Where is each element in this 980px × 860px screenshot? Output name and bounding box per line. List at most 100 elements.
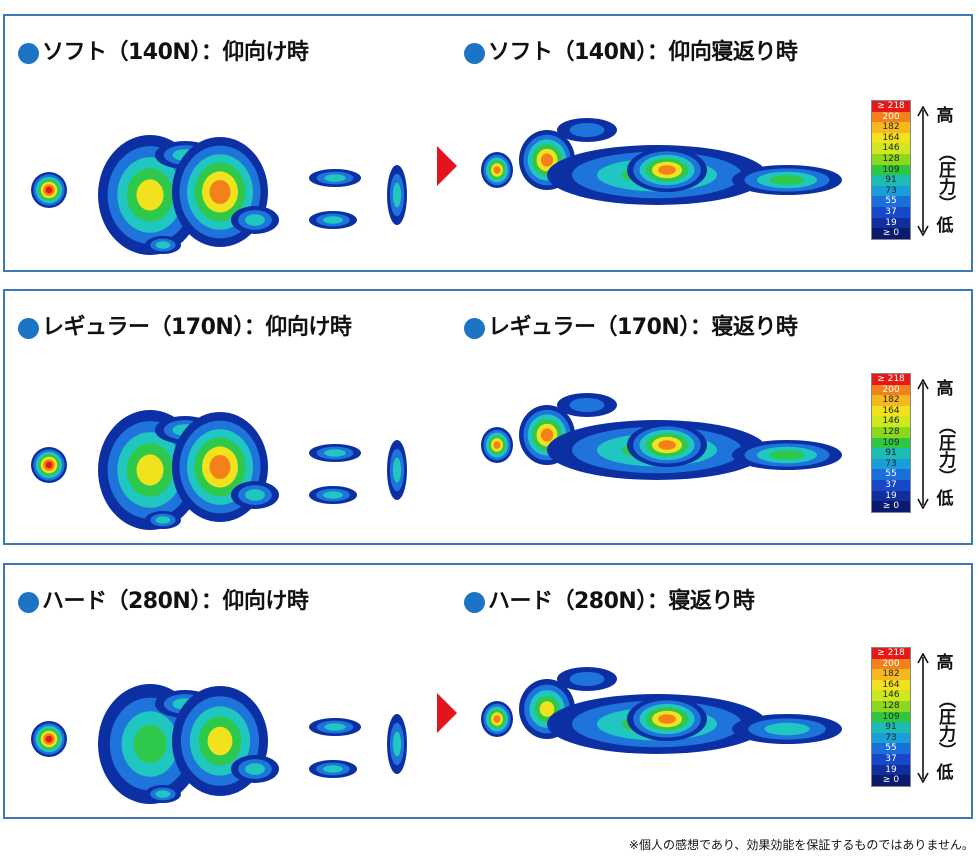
legend-step: 91 [872, 722, 910, 733]
pressure-region [392, 182, 402, 208]
legend-step: 200 [872, 111, 910, 123]
pressure-region [136, 179, 164, 211]
pressure-region [245, 489, 265, 501]
title-text: ソフト（140N）：仰向け時 [42, 40, 309, 65]
pressure-map-hard-turning [481, 667, 842, 754]
double-arrow-icon [917, 106, 929, 236]
pressure-region [392, 457, 402, 483]
title-text: ハード（280N）：仰向け時 [42, 589, 309, 614]
title-text: ソフト（140N）：仰向寝返り時 [488, 40, 798, 65]
pressure-region [493, 715, 501, 723]
title-soft-supine: ソフト（140N）：仰向け時 [18, 40, 309, 66]
pressure-region [540, 153, 554, 167]
pressure-region [323, 216, 343, 224]
pressure-region [323, 491, 343, 499]
transition-arrow-icon [437, 146, 457, 186]
pressure-region [569, 123, 605, 137]
title-hard-turning: ハード（280N）：寝返り時 [464, 589, 755, 615]
pressure-region [569, 672, 605, 686]
legend-low-label: 低 [936, 489, 954, 509]
supine-heat-shapes [31, 684, 407, 804]
supine-heat-shapes [31, 410, 407, 530]
legend-step: 182 [872, 395, 910, 406]
title-text: レギュラー（170N）：仰向け時 [42, 315, 352, 340]
turning-heat-shapes [481, 118, 842, 205]
legend-step: 109 [872, 437, 910, 449]
legend-color-scale: ≥ 218 200 182 164 146 128 109 91 73 55 37 19 ≥ 0 [871, 100, 911, 240]
legend-color-scale: ≥ 218 200 182 164 146 128 109 91 73 55 37 19 ≥ 0 [871, 373, 911, 513]
pressure-region [569, 398, 605, 412]
title-regular-turning: レギュラー（170N）：寝返り時 [464, 315, 798, 341]
pressure-region [324, 174, 346, 182]
legend-step: 37 [872, 753, 910, 765]
legend-step: 182 [872, 122, 910, 133]
pressure-region [769, 450, 805, 460]
pressure-region [136, 454, 164, 486]
bullet-icon [464, 42, 485, 64]
legend-pressure-label: （圧力） [935, 144, 955, 212]
pressure-region [207, 726, 233, 756]
pressure-map-soft-turning [481, 118, 842, 205]
legend-step: 146 [872, 143, 910, 154]
pressure-region [155, 790, 171, 798]
pressure-region [45, 461, 53, 469]
legend-step: 19 [872, 217, 910, 229]
legend-step: 200 [872, 384, 910, 396]
legend-low-label: 低 [936, 216, 954, 236]
legend-step: 146 [872, 416, 910, 427]
pressure-region [209, 455, 231, 479]
title-soft-turning: ソフト（140N）：仰向寝返り時 [464, 40, 798, 66]
pressure-region [324, 723, 346, 731]
pressure-region [392, 731, 402, 757]
title-text: レギュラー（170N）：寝返り時 [488, 315, 798, 340]
pressure-region [155, 241, 171, 249]
pressure-region [45, 186, 53, 194]
legend-step: 55 [872, 469, 910, 480]
legend-step: ≥ 0 [872, 501, 910, 512]
legend-step: 109 [872, 164, 910, 176]
legend-step: 128 [872, 426, 910, 438]
legend-step: 200 [872, 658, 910, 670]
pressure-region [658, 440, 676, 450]
turning-heat-shapes [481, 393, 842, 480]
pressure-region [493, 166, 501, 174]
pressure-region [540, 428, 554, 442]
title-text: ハード（280N）：寝返り時 [488, 589, 755, 614]
pressure-region [493, 441, 501, 449]
pressure-region [245, 763, 265, 775]
legend-step: 73 [872, 732, 910, 744]
legend-step: 146 [872, 690, 910, 701]
legend-high-label: 高 [936, 653, 954, 673]
legend-step: 128 [872, 700, 910, 712]
pressure-map-regular-turning [481, 393, 842, 480]
legend-step: ≥ 0 [872, 228, 910, 239]
legend-step: 19 [872, 490, 910, 502]
legend-step: 164 [872, 132, 910, 144]
legend-step: 37 [872, 479, 910, 491]
legend-pressure-label: （圧力） [935, 417, 955, 485]
legend-step: 109 [872, 711, 910, 723]
legend-step: ≥ 218 [872, 648, 910, 659]
double-arrow-icon [917, 653, 929, 783]
pressure-region [133, 724, 167, 764]
pressure-region [45, 735, 53, 743]
pressure-region [245, 214, 265, 226]
pressure-map-hard-supine [31, 684, 407, 804]
title-hard-supine: ハード（280N）：仰向け時 [18, 589, 309, 615]
legend-pressure-label: （圧力） [935, 691, 955, 759]
bullet-icon [18, 42, 39, 64]
bullet-icon [464, 591, 485, 613]
panel-hard: ハード（280N）：仰向け時 ハード（280N）：寝返り時 ≥ 218 200 18… [3, 563, 973, 819]
bullet-icon [464, 317, 485, 339]
pressure-map-soft-supine [31, 135, 407, 255]
double-arrow-icon [917, 379, 929, 509]
legend-low-label: 低 [936, 763, 954, 783]
pressure-region [769, 175, 805, 185]
legend-step: 164 [872, 679, 910, 691]
panel-regular: レギュラー（170N）：仰向け時 レギュラー（170N）：寝返り時 ≥ 218 2… [3, 289, 973, 545]
legend-color-scale: ≥ 218 200 182 164 146 128 109 91 73 55 37 19 ≥ 0 [871, 647, 911, 787]
legend-step: 128 [872, 153, 910, 165]
legend-step: 73 [872, 185, 910, 197]
pressure-region [658, 714, 676, 724]
bullet-icon [18, 591, 39, 613]
